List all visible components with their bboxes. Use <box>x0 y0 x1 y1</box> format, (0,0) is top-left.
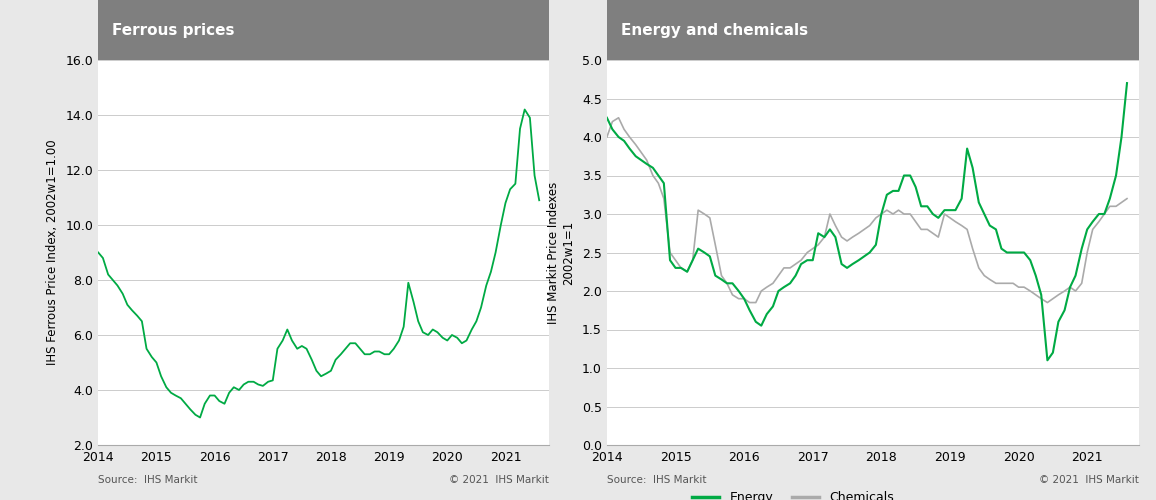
Text: Energy and chemicals: Energy and chemicals <box>621 22 808 38</box>
Text: Source:  IHS Markit: Source: IHS Markit <box>607 475 706 485</box>
Text: Source:  IHS Markit: Source: IHS Markit <box>98 475 198 485</box>
Legend: Energy, Chemicals: Energy, Chemicals <box>687 486 899 500</box>
Text: © 2021  IHS Markit: © 2021 IHS Markit <box>450 475 549 485</box>
Y-axis label: IHS Markit Price Indexes
2002w1=1: IHS Markit Price Indexes 2002w1=1 <box>547 182 575 324</box>
Text: Ferrous prices: Ferrous prices <box>112 22 235 38</box>
Text: © 2021  IHS Markit: © 2021 IHS Markit <box>1039 475 1139 485</box>
Y-axis label: IHS Ferrous Price Index, 2002w1=1.00: IHS Ferrous Price Index, 2002w1=1.00 <box>45 140 59 366</box>
